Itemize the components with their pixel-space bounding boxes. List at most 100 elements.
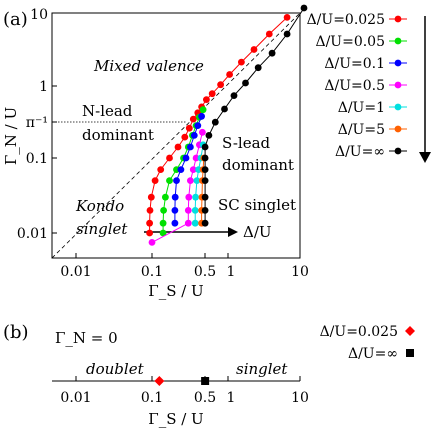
panel-b-point-square xyxy=(201,377,210,385)
delta-arrow-head xyxy=(228,227,238,237)
panel-b-x-axis-label: Γ_S / U xyxy=(148,410,203,428)
data-point xyxy=(146,219,154,227)
x-tick-label-05: 0.5 xyxy=(194,264,216,280)
region-sc-word: SC singlet xyxy=(218,196,296,214)
panel-a-axes: 0.01 0.1 0.5 1 10 0.01 0.1 π⁻¹ 1 10 Γ_S … xyxy=(2,7,309,300)
panel-b-label: (b) xyxy=(3,322,29,343)
legend-b-label: Δ/U=0.025 xyxy=(320,324,398,340)
region-s-lead-dominant: dominant xyxy=(222,156,294,174)
legend-a: Δ/U=0.025 Δ/U=0.05 Δ/U=0.1 Δ/U=0.5 Δ/U=1 Δ/U=… xyxy=(307,12,407,160)
data-point xyxy=(181,133,189,141)
data-point xyxy=(171,219,179,227)
region-n-lead-word: N-lead xyxy=(82,102,133,120)
data-point xyxy=(189,166,197,174)
legend-a-label: Δ/U=0.1 xyxy=(324,56,385,72)
legend-a-arrow-head xyxy=(419,152,431,163)
panel-a-xticks xyxy=(75,253,301,258)
data-point xyxy=(174,143,182,151)
panel-b-tick-label-001: 0.01 xyxy=(60,390,91,406)
legend-a-marker xyxy=(394,81,402,89)
data-point xyxy=(177,166,185,174)
data-point xyxy=(159,219,167,227)
data-point xyxy=(171,207,179,214)
legend-b-square xyxy=(406,349,414,357)
y-axis-label: Γ_N / U xyxy=(2,107,20,165)
data-point xyxy=(185,124,193,132)
data-point xyxy=(192,193,200,201)
data-point xyxy=(300,4,308,12)
legend-a-marker xyxy=(394,103,402,111)
data-point xyxy=(166,177,173,185)
legend-a-label: Δ/U=∞ xyxy=(335,144,385,160)
data-point xyxy=(205,132,213,139)
data-point xyxy=(201,166,209,174)
panel-b-condition: Γ_N = 0 xyxy=(55,329,118,347)
data-point xyxy=(166,154,173,162)
y-tick-label-pi: π⁻¹ xyxy=(26,115,48,131)
panel-b-tick-label-10: 10 xyxy=(291,390,309,406)
data-point xyxy=(147,193,155,201)
y-tick-label-1: 1 xyxy=(39,79,48,95)
panel-b-tick-label-1: 1 xyxy=(227,390,236,406)
y-tick-label-10: 10 xyxy=(30,7,48,23)
data-point xyxy=(283,14,291,21)
data-point xyxy=(182,154,190,162)
data-point xyxy=(265,30,273,38)
panel-b-region-doublet: doublet xyxy=(86,360,145,378)
panel-b-tick-label-05: 0.5 xyxy=(194,390,216,406)
region-kondo-word: Kondo xyxy=(75,197,124,215)
data-point xyxy=(201,207,209,214)
data-point xyxy=(151,177,159,185)
panel-a-label: (a) xyxy=(3,9,28,30)
data-point xyxy=(199,128,206,136)
legend-b-diamond xyxy=(405,326,415,336)
data-point xyxy=(238,58,245,66)
data-point xyxy=(211,118,219,126)
data-point xyxy=(201,193,209,201)
y-tick-label-01: 0.1 xyxy=(26,151,48,167)
legend-a-marker xyxy=(394,59,402,67)
data-point xyxy=(283,30,291,38)
data-point xyxy=(187,143,194,151)
x-tick-label-10: 10 xyxy=(291,264,309,280)
region-mixed-valence: Mixed valence xyxy=(93,57,204,75)
legend-a-label: Δ/U=0.025 xyxy=(307,12,385,28)
data-point xyxy=(194,122,202,129)
data-point xyxy=(171,193,179,201)
data-point xyxy=(221,105,228,113)
data-point xyxy=(160,207,168,214)
data-point xyxy=(217,81,225,89)
data-point xyxy=(254,64,262,72)
data-point xyxy=(191,207,199,214)
data-point xyxy=(190,132,198,139)
legend-a-label: Δ/U=1 xyxy=(338,100,385,116)
legend-a-marker xyxy=(394,147,402,155)
data-point xyxy=(157,166,165,174)
legend-a-label: Δ/U=5 xyxy=(338,122,385,138)
panel-b-markers xyxy=(154,376,210,386)
data-point xyxy=(146,207,154,214)
data-point xyxy=(198,112,206,120)
x-tick-label-01: 0.1 xyxy=(141,264,163,280)
data-point xyxy=(189,115,197,123)
data-point xyxy=(146,229,154,237)
x-tick-label-001: 0.01 xyxy=(60,264,91,280)
data-point xyxy=(184,207,192,214)
legend-b: Δ/U=0.025 Δ/U=∞ xyxy=(320,324,415,362)
y-tick-label-001: 0.01 xyxy=(17,226,48,242)
data-point xyxy=(230,92,238,99)
data-point xyxy=(201,177,209,185)
legend-b-label: Δ/U=∞ xyxy=(348,346,398,362)
panel-a-frame xyxy=(51,12,301,259)
data-point xyxy=(192,154,200,162)
data-point xyxy=(199,106,207,114)
data-point xyxy=(191,219,199,227)
x-tick-label-1: 1 xyxy=(227,264,236,280)
data-point xyxy=(159,229,167,237)
delta-arrow-label: Δ/U xyxy=(243,223,272,241)
data-point xyxy=(203,96,210,103)
data-point xyxy=(187,177,194,185)
legend-a-label: Δ/U=0.5 xyxy=(324,78,385,94)
data-point xyxy=(185,193,193,201)
